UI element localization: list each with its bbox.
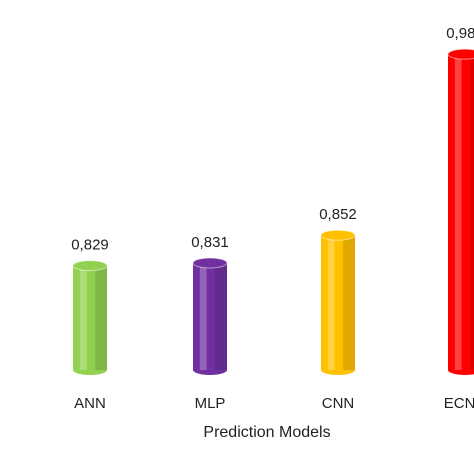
bar-shade (215, 262, 227, 370)
bar-highlight (79, 265, 87, 370)
bar-shade (95, 265, 107, 370)
bar-cap (447, 48, 474, 60)
bar (73, 265, 107, 375)
bar-highlight (199, 262, 207, 370)
bar (321, 235, 355, 375)
value-label: 0,989 (446, 25, 474, 42)
x-tick-label: MLP (195, 395, 226, 412)
x-axis-title: Prediction Models (203, 424, 330, 441)
bar-cap (72, 260, 108, 272)
bar-highlight (327, 235, 335, 370)
bar-highlight (454, 54, 462, 371)
value-label: 0,829 (71, 237, 109, 254)
bar-shade (343, 235, 355, 370)
bar-cap (320, 229, 356, 241)
x-tick-label: CNN (322, 395, 355, 412)
bar-cap (192, 257, 228, 269)
value-label: 0,831 (191, 234, 229, 251)
bar (448, 54, 474, 375)
value-label: 0,852 (319, 206, 357, 223)
x-tick-label: ECNN (444, 395, 474, 412)
bar (193, 262, 227, 375)
bar-shade (470, 54, 474, 371)
x-tick-label: ANN (74, 395, 106, 412)
